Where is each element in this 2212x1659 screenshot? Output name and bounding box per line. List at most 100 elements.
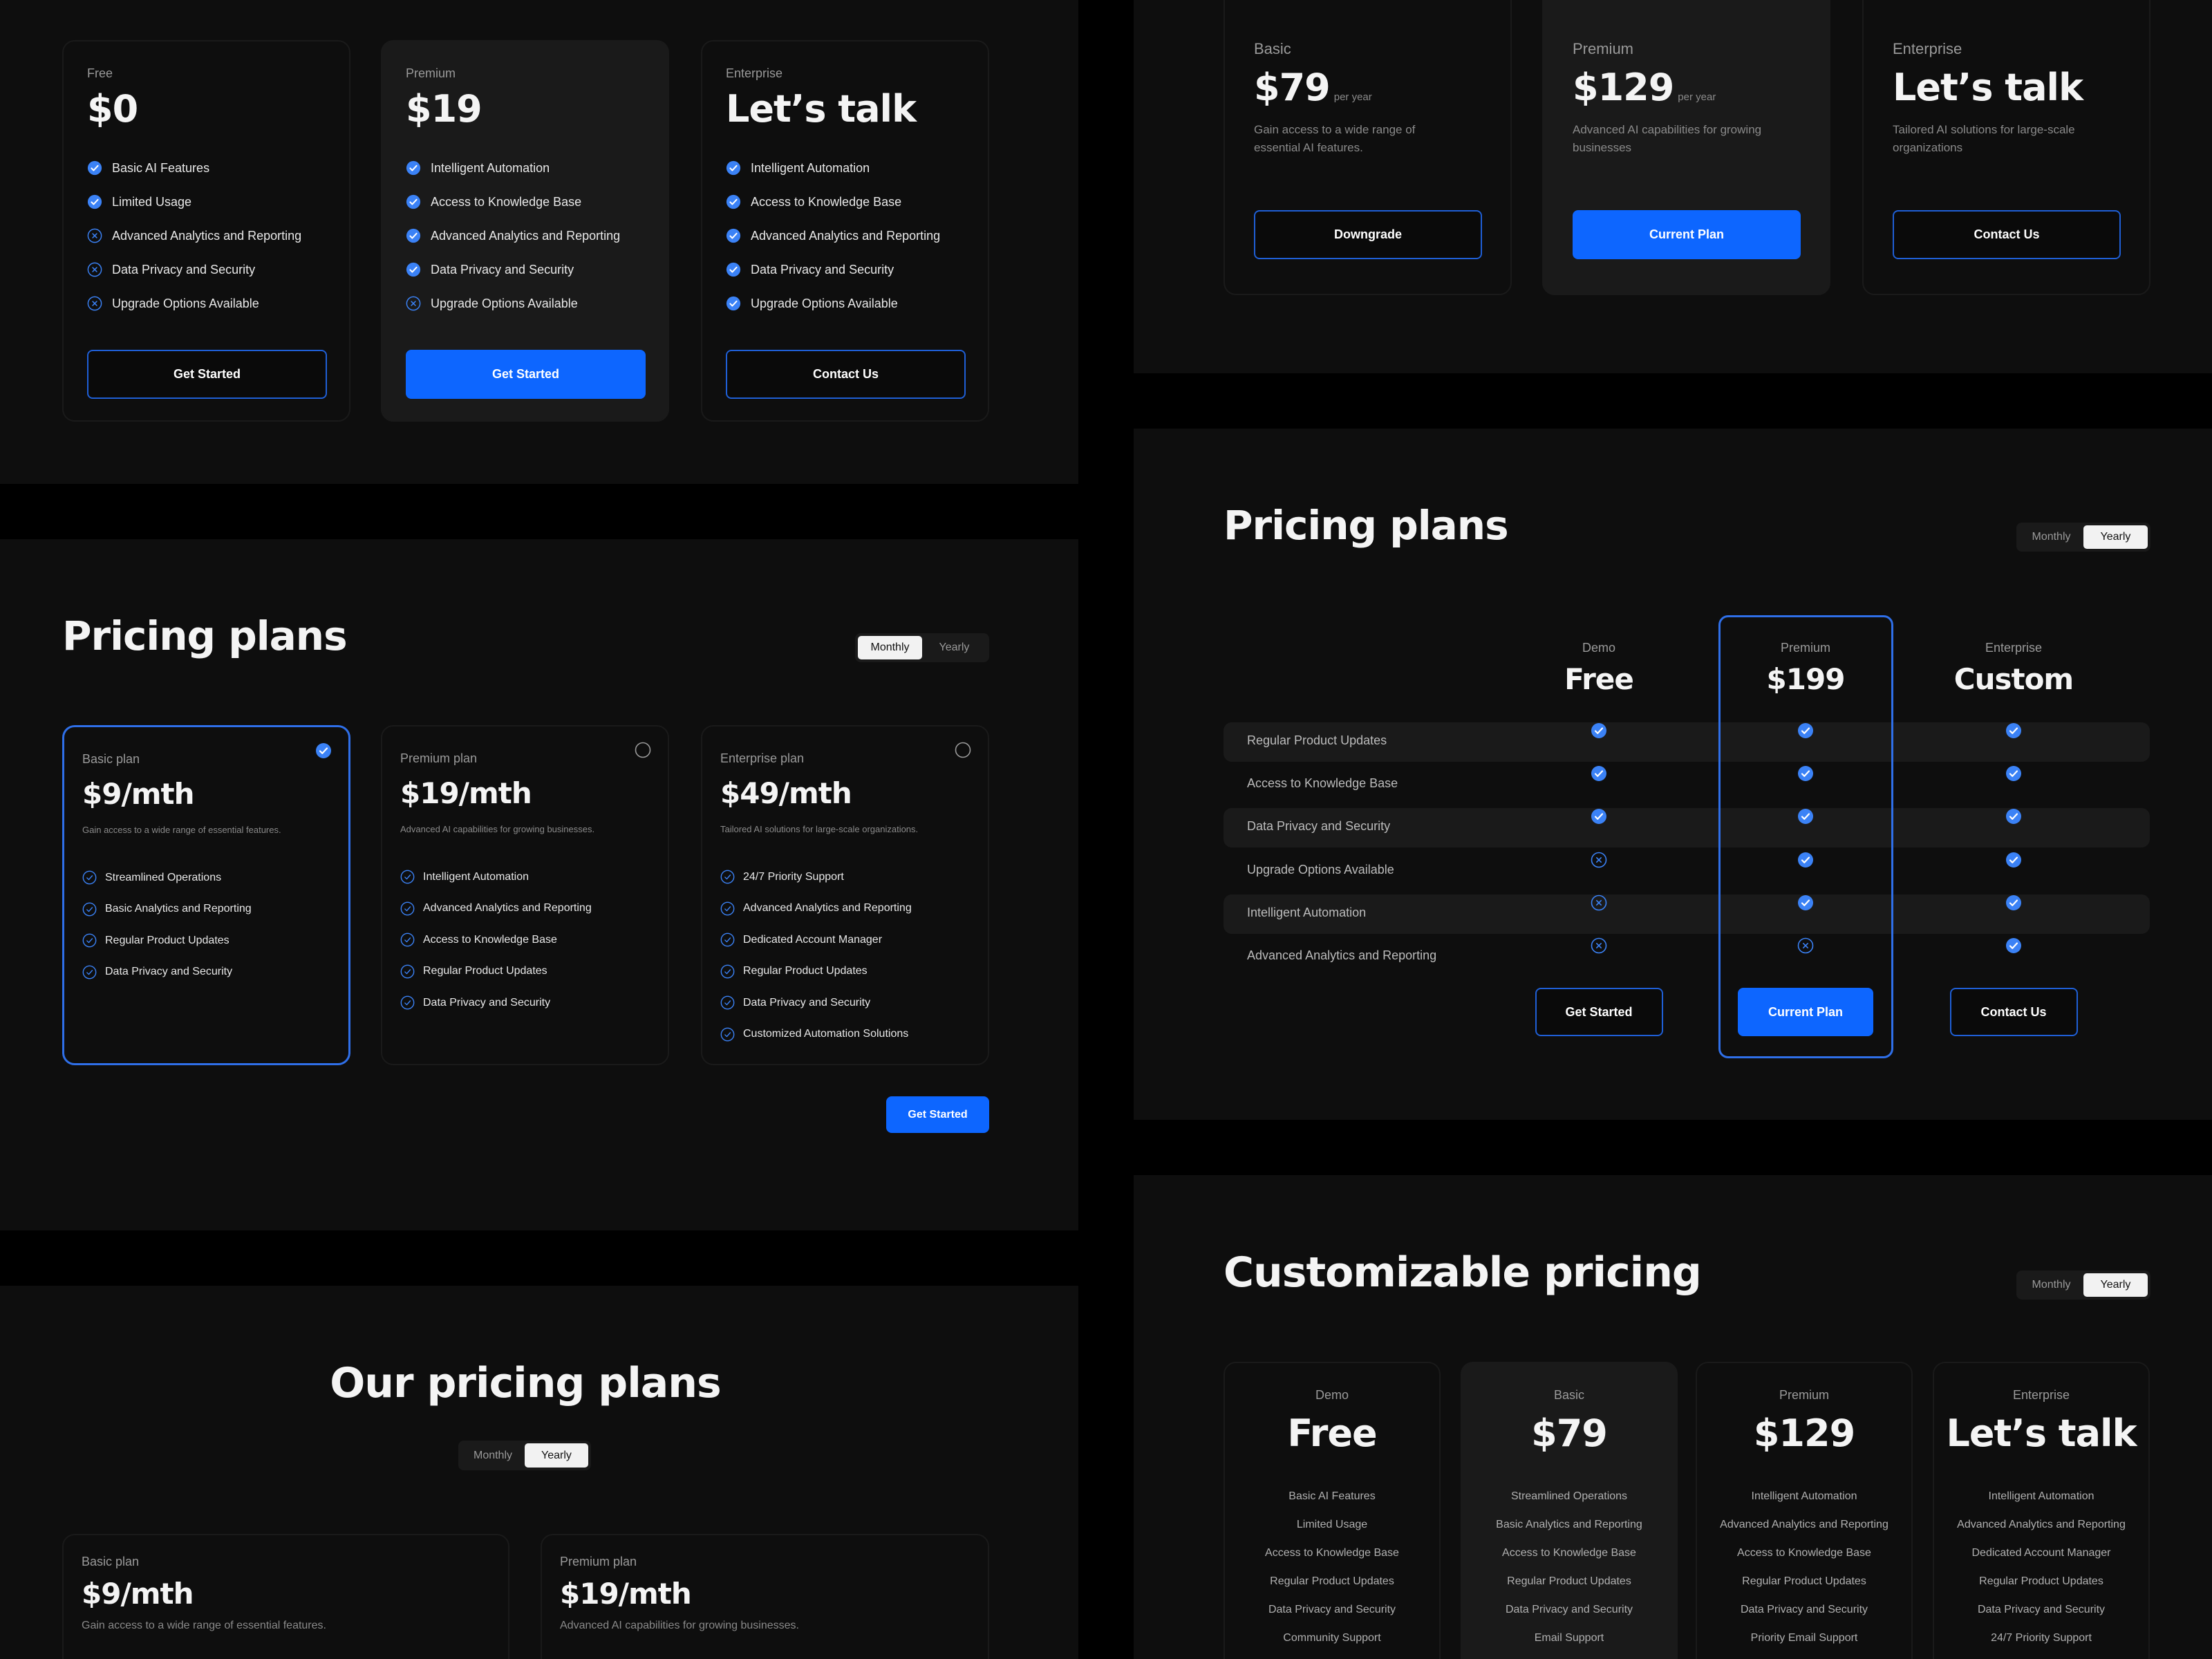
plan-cta-button[interactable]: Get Started	[87, 350, 327, 399]
plan-label: Premium	[1573, 40, 1634, 57]
toggle-option-yearly[interactable]: Yearly	[525, 1443, 588, 1468]
plan-card-enterprise: Enterprise Let’s talk Intelligent Automati…	[701, 40, 989, 422]
check-circle-icon	[315, 742, 332, 759]
plan-card-basic[interactable]: Basic plan $9/mth Gain access to a wide ra…	[62, 725, 350, 1065]
column-cta-button[interactable]: Contact Us	[1949, 988, 2078, 1036]
plan-card-basic: Basic $79 Streamlined Operations Basic Anal…	[1461, 1362, 1678, 1659]
feature-text: Upgrade Options Available	[112, 296, 259, 310]
feature-item: Upgrade Options Available	[406, 296, 578, 311]
feature-item: Regular Product Updates	[1979, 1575, 2103, 1587]
plan-cta-button[interactable]: Contact Us	[726, 350, 966, 399]
feature-item: Intelligent Automation	[400, 870, 529, 884]
plan-cta-button[interactable]: Current Plan	[1573, 210, 1801, 259]
plan-label: Premium	[1779, 1388, 1829, 1402]
feature-item: Streamlined Operations	[82, 870, 221, 885]
feature-item: Access to Knowledge Base	[726, 194, 901, 209]
feature-item: Access to Knowledge Base	[406, 194, 581, 209]
feature-item: Basic AI Features	[87, 160, 209, 176]
price-amount: Let’s talk	[1893, 66, 2083, 109]
plan-card-basic: Basic $79 per year Gain access to a wide ra…	[1224, 0, 1512, 295]
toggle-option-monthly[interactable]: Monthly	[2032, 1279, 2071, 1291]
feature-item: Data Privacy and Security	[1977, 1604, 2106, 1615]
feature-text: Dedicated Account Manager	[743, 933, 883, 946]
toggle-option-yearly[interactable]: Yearly	[939, 641, 970, 653]
feature-item: Priority Email Support	[1750, 1632, 1858, 1644]
feature-text: Limited Usage	[112, 194, 192, 209]
feature-label: Advanced Analytics and Reporting	[1247, 948, 1437, 962]
feature-item: Basic Analytics and Reporting	[82, 902, 252, 917]
feature-text: Access to Knowledge Base	[751, 194, 902, 209]
feature-item: Regular Product Updates	[1507, 1575, 1631, 1587]
plan-label: Basic plan	[82, 1555, 140, 1568]
plan-card: Premium plan $19/mth Advanced AI capabilit…	[541, 1534, 989, 1659]
feature-text: Intelligent Automation	[423, 870, 529, 883]
plan-description: Gain access to a wide range of essential…	[82, 825, 281, 835]
toggle-option-yearly[interactable]: Yearly	[2083, 1273, 2148, 1297]
get-started-button[interactable]: Get Started	[886, 1096, 989, 1133]
price-period: per year	[1333, 91, 1372, 103]
feature-label: Data Privacy and Security	[1247, 819, 1391, 834]
feature-text: Data Privacy and Security	[423, 996, 551, 1009]
check-circle-icon	[1797, 765, 1814, 782]
plan-cta-button[interactable]: Get Started	[406, 350, 646, 399]
feature-text: Data Privacy and Security	[112, 262, 256, 276]
plan-card-premium: Premium $129 Intelligent Automation Advance…	[1696, 1362, 1913, 1659]
x-circle-icon	[1591, 852, 1607, 868]
feature-text: Advanced Analytics and Reporting	[743, 902, 912, 914]
plan-description: Advanced AI capabilities for growing bus…	[560, 1620, 799, 1631]
toggle-option-yearly[interactable]: Yearly	[2083, 525, 2148, 549]
feature-item: 24/7 Priority Support	[1991, 1632, 2092, 1644]
toggle-option-monthly[interactable]: Monthly	[473, 1449, 513, 1461]
x-circle-icon	[87, 296, 102, 311]
toggle-option-monthly[interactable]: Monthly	[2032, 531, 2071, 543]
plan-label: Premium plan	[560, 1555, 637, 1568]
feature-item: Upgrade Options Available	[726, 296, 898, 311]
check-circle-icon	[1797, 722, 1814, 739]
section-title: Pricing plans	[62, 612, 348, 659]
feature-item: Regular Product Updates	[82, 933, 229, 948]
feature-item: Access to Knowledge Base	[1737, 1547, 1871, 1559]
feature-text: Basic Analytics and Reporting	[105, 903, 252, 915]
column-plan-label: Premium	[1780, 641, 1830, 655]
column-cta-button[interactable]: Get Started	[1535, 988, 1663, 1036]
feature-label: Regular Product Updates	[1247, 733, 1387, 747]
check-circle-icon	[1591, 808, 1607, 825]
feature-text: Upgrade Options Available	[431, 296, 578, 310]
feature-item: Streamlined Operations	[1510, 1490, 1628, 1502]
plan-label: Demo	[1315, 1388, 1349, 1402]
check-circle-icon	[2005, 894, 2022, 911]
feature-text: Regular Product Updates	[105, 934, 229, 946]
check-circle-outline-icon	[720, 901, 735, 916]
plan-price: $0	[87, 87, 138, 131]
section-title: Our pricing plans	[330, 1359, 721, 1407]
plan-card-free: Free $0 Basic AI Features Limited Usage Adva…	[62, 40, 350, 422]
check-circle-icon	[726, 160, 741, 176]
check-circle-icon	[87, 160, 102, 176]
plan-card-enterprise[interactable]: Enterprise plan $49/mth Tailored AI soluti…	[701, 725, 989, 1065]
feature-item: Customized Automation Solutions	[720, 1027, 908, 1042]
feature-label: Intelligent Automation	[1247, 905, 1367, 919]
plan-cta-button[interactable]: Downgrade	[1254, 210, 1482, 259]
feature-text: Access to Knowledge Base	[431, 194, 582, 209]
plan-description: Tailored AI solutions for large-scale or…	[720, 824, 919, 834]
feature-text: Advanced Analytics and Reporting	[751, 228, 941, 243]
plan-label: Basic	[1254, 40, 1291, 57]
plan-label: Enterprise	[726, 66, 783, 80]
toggle-option-monthly[interactable]: Monthly	[858, 636, 922, 659]
check-circle-icon	[1797, 852, 1814, 868]
plan-price: $19/mth	[560, 1577, 692, 1611]
check-circle-outline-icon	[82, 870, 97, 885]
feature-item: Advanced Analytics and Reporting	[726, 228, 940, 243]
plan-price: $79	[1531, 1412, 1608, 1455]
feature-item: Advanced Analytics and Reporting	[87, 228, 301, 243]
feature-text: Data Privacy and Security	[431, 262, 574, 276]
check-circle-icon	[726, 194, 741, 209]
feature-item: Intelligent Automation	[1751, 1490, 1857, 1502]
x-circle-icon	[87, 262, 102, 277]
x-circle-icon	[1797, 937, 1814, 954]
column-cta-button[interactable]: Current Plan	[1738, 988, 1873, 1036]
plan-card-premium[interactable]: Premium plan $19/mth Advanced AI capabilit…	[381, 725, 669, 1065]
feature-text: Data Privacy and Security	[105, 966, 233, 977]
feature-item: Limited Usage	[1296, 1519, 1368, 1530]
plan-cta-button[interactable]: Contact Us	[1893, 210, 2121, 259]
